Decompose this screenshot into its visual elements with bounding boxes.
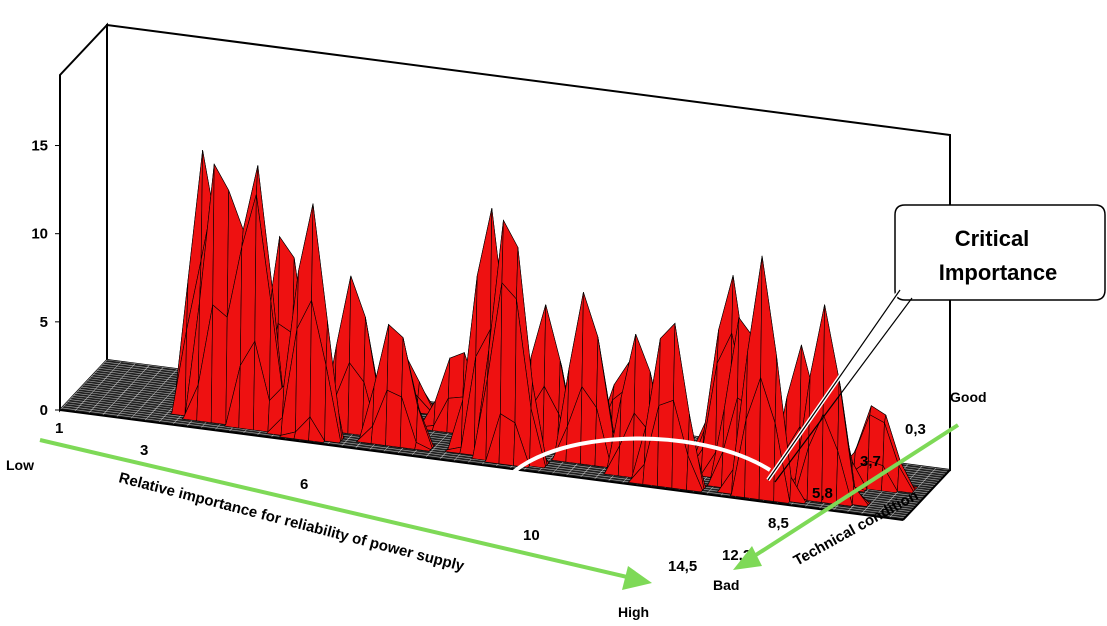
- x-axis-ticks: 1 3 6 10 14,5: [55, 420, 697, 575]
- critical-zone-highlight: [493, 436, 772, 498]
- y-axis-good-label: Good: [950, 389, 987, 405]
- y-tick-label: 8,5: [768, 515, 789, 532]
- x-tick-label: 6: [300, 476, 308, 493]
- y-tick-label: 3,7: [860, 453, 881, 470]
- y-axis-bad-label: Bad: [713, 577, 739, 593]
- y-tick-label: 5,8: [812, 485, 833, 502]
- surface-facet: [835, 450, 853, 507]
- surface-facet: [414, 441, 432, 452]
- surface-facet: [447, 352, 465, 399]
- z-tick-label: 0: [40, 402, 48, 419]
- right-edge: [902, 469, 951, 521]
- callout-line-1: Critical: [955, 226, 1030, 251]
- x-axis-high-label: High: [618, 604, 649, 620]
- y-direction-arrow: [733, 423, 960, 570]
- x-tick-label: 14,5: [668, 558, 697, 575]
- z-tick-label: 5: [40, 314, 48, 331]
- x-axis-title: Relative importance for reliability of p…: [117, 469, 466, 575]
- surface-facet: [529, 408, 546, 469]
- x-direction-arrow: [39, 438, 652, 590]
- z-axis-ticks: 0 5 10 15: [31, 138, 60, 419]
- plot-box-front: [59, 409, 951, 521]
- surface-facet: [657, 399, 674, 489]
- surface-facet: [897, 464, 914, 494]
- surface-facet: [789, 476, 807, 504]
- z-tick-label: 10: [31, 226, 48, 243]
- left-wall: [59, 22, 108, 413]
- surface-facet: [500, 282, 517, 424]
- surface-facet: [386, 323, 404, 398]
- x-axis-low-label: Low: [6, 457, 34, 473]
- surface-facet: [498, 413, 516, 467]
- surface-facet: [385, 389, 402, 448]
- z-tick-label: 15: [31, 138, 48, 155]
- surface-facet: [686, 455, 703, 493]
- critical-importance-callout: Critical Importance: [766, 204, 1106, 483]
- x-tick-label: 3: [140, 442, 148, 459]
- surface-mesh: [170, 150, 919, 507]
- surface-facet: [210, 304, 228, 425]
- callout-line-2: Importance: [939, 260, 1058, 285]
- surface-facet: [324, 365, 341, 444]
- y-tick-label: 0,3: [905, 421, 926, 438]
- surface-facet: [308, 416, 325, 443]
- x-tick-label: 1: [55, 420, 63, 437]
- front-edge: [59, 409, 904, 521]
- y-axis-ticks: 0,33,75,88,512,2: [722, 421, 926, 564]
- surface-facet: [212, 163, 230, 318]
- x-tick-label: 10: [523, 527, 540, 544]
